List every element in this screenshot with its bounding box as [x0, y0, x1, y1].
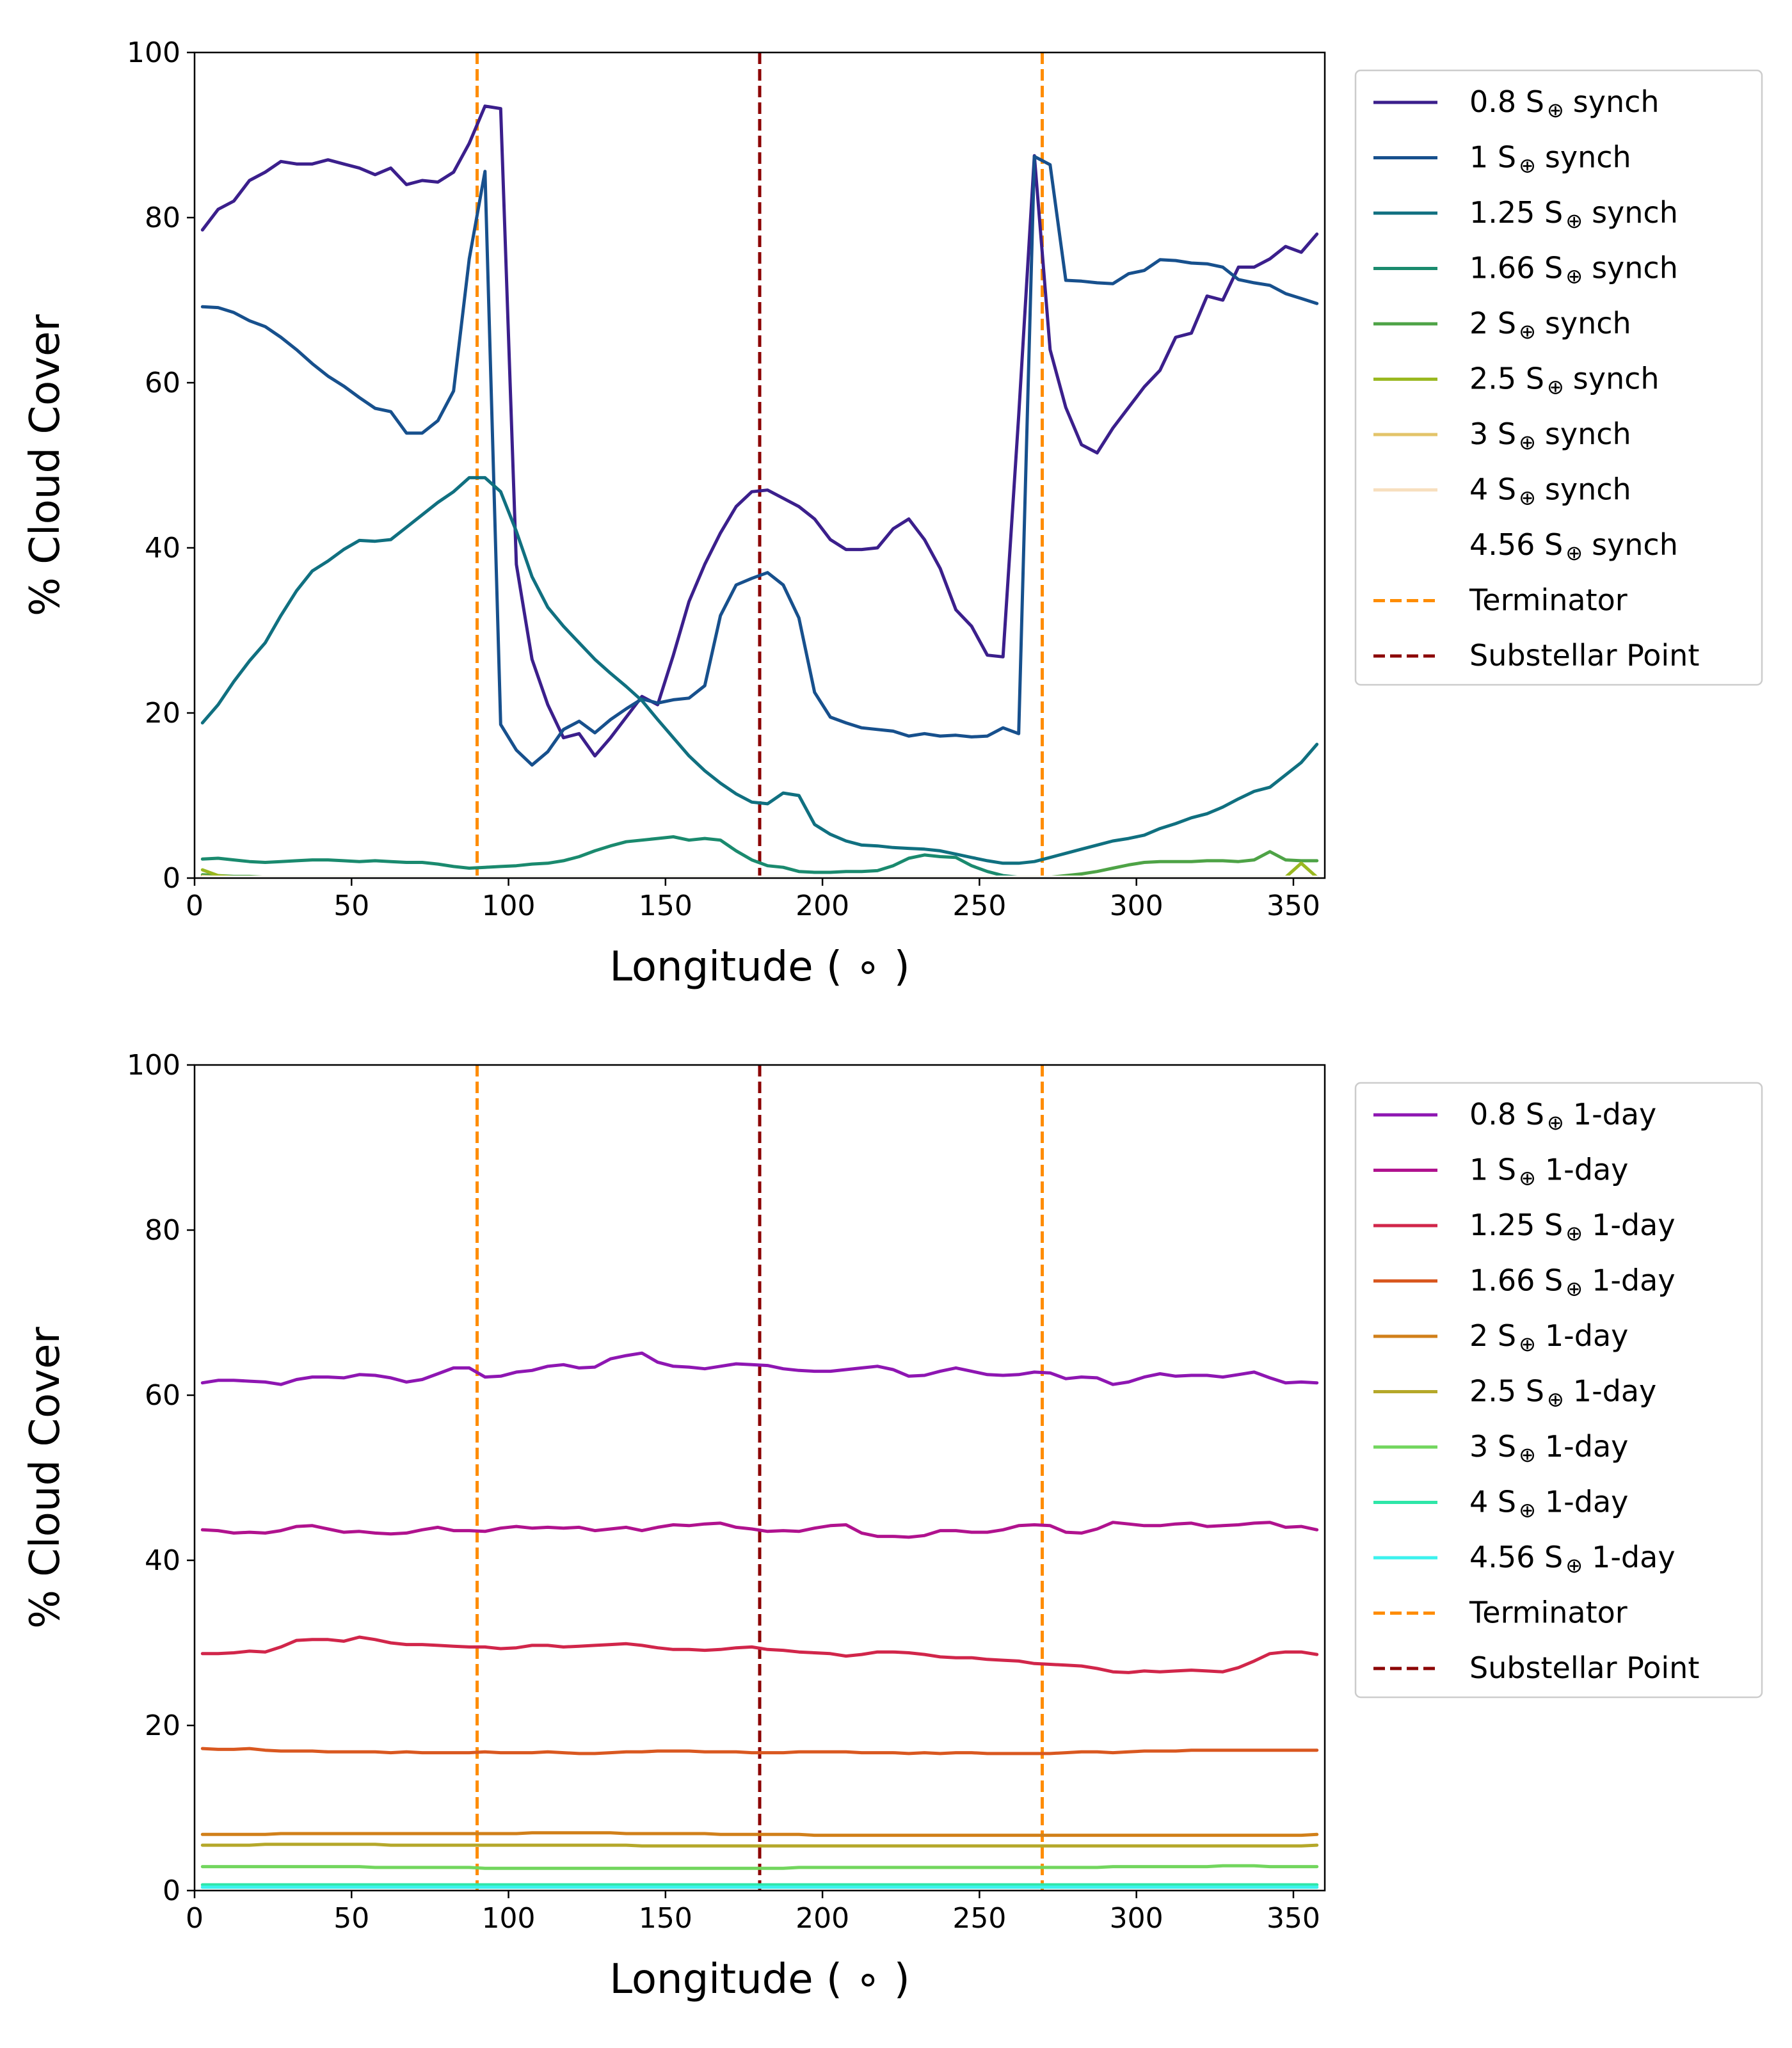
legend-label: 4.56 S ⊕ 1-day [1469, 1540, 1676, 1578]
plot-area [200, 1065, 1319, 1891]
legend-label: 3 S ⊕ synch [1469, 417, 1631, 454]
x-tick-label: 100 [482, 890, 536, 922]
legend-box [1354, 1082, 1763, 1699]
legend-label: 4 S ⊕ synch [1469, 472, 1631, 510]
y-tick-label: 100 [127, 1049, 180, 1082]
axes-frame [193, 51, 1326, 879]
x-tick-label: 150 [639, 890, 692, 922]
axes-frame [193, 1064, 1326, 1892]
legend-box [1354, 69, 1763, 686]
x-tick-label: 150 [639, 1902, 692, 1935]
legend: 0.8 S ⊕ synch 1 S ⊕ synch 1.25 S ⊕ synch 1.66 S ⊕ s… [1354, 69, 1763, 686]
legend: 0.8 S ⊕ 1-day 1 S ⊕ 1-day 1.25 S ⊕ 1-day 1.66 S ⊕ 1… [1354, 1082, 1763, 1699]
x-tick-label: 300 [1110, 890, 1164, 922]
x-tick-label: 250 [952, 890, 1006, 922]
legend-label: Terminator [1469, 1596, 1628, 1630]
x-axis-label: Longitude ( ∘ ) [609, 943, 909, 991]
y-tick-label: 40 [145, 1544, 180, 1577]
series-line-1-synch [200, 155, 1319, 767]
legend-label: Substellar Point [1469, 1651, 1699, 1685]
x-tick-label: 300 [1110, 1902, 1164, 1935]
y-axis-label: % Cloud Cover [22, 1326, 69, 1628]
x-tick-label: 50 [333, 890, 369, 922]
series-line-3-1-day [200, 1864, 1319, 1870]
x-tick-label: 250 [952, 1902, 1006, 1935]
x-tick-label: 50 [333, 1902, 369, 1935]
legend-label: 3 S ⊕ 1-day [1469, 1429, 1628, 1467]
x-tick-label: 200 [796, 890, 849, 922]
y-axis-label: % Cloud Cover [22, 314, 69, 616]
legend-label: 1 S ⊕ 1-day [1469, 1153, 1628, 1190]
x-tick-label: 100 [482, 1902, 536, 1935]
series-line-2_5-1-day [200, 1843, 1319, 1848]
series-line-1_25-synch [200, 476, 1319, 865]
legend-label: 2.5 S ⊕ 1-day [1469, 1374, 1656, 1412]
x-tick-label: 0 [186, 1902, 204, 1935]
series-line-2-1-day [200, 1831, 1319, 1837]
legend-label: 2 S ⊕ synch [1469, 306, 1631, 344]
plot-area [200, 52, 1319, 878]
legend-label: Substellar Point [1469, 638, 1699, 673]
legend-label: 1.66 S ⊕ synch [1469, 251, 1678, 289]
series-line-1-1-day [200, 1521, 1319, 1539]
x-tick-label: 350 [1267, 890, 1320, 922]
legend-label: 2.5 S ⊕ synch [1469, 362, 1660, 399]
series-line-0_8-1-day [200, 1351, 1319, 1386]
y-tick-label: 20 [145, 697, 180, 730]
y-tick-label: 60 [145, 1379, 180, 1412]
legend-label: 4.56 S ⊕ synch [1469, 527, 1678, 565]
legend-label: 0.8 S ⊕ synch [1469, 84, 1660, 122]
legend-label: 4 S ⊕ 1-day [1469, 1485, 1628, 1523]
y-tick-label: 40 [145, 532, 180, 564]
legend-label: 0.8 S ⊕ 1-day [1469, 1097, 1656, 1135]
x-tick-label: 0 [186, 890, 204, 922]
y-tick-label: 80 [145, 202, 180, 234]
legend-label: 1 S ⊕ synch [1469, 140, 1631, 178]
series-line-1_25-1-day [200, 1635, 1319, 1674]
y-tick-label: 20 [145, 1709, 180, 1742]
legend-label: 2 S ⊕ 1-day [1469, 1318, 1628, 1356]
y-tick-label: 60 [145, 367, 180, 399]
x-tick-label: 350 [1267, 1902, 1320, 1935]
x-axis-label: Longitude ( ∘ ) [609, 1956, 909, 2003]
series-line-0_8-synch [200, 104, 1319, 758]
x-tick-label: 200 [796, 1902, 849, 1935]
bottom-panel: 0 50 100 150 200 250 300 350 0 20 40 60 80 100 Longitu… [22, 1049, 1763, 2003]
legend-label: 1.25 S ⊕ 1-day [1469, 1208, 1676, 1245]
legend-label: 1.66 S ⊕ 1-day [1469, 1263, 1676, 1301]
y-tick-label: 0 [163, 862, 180, 895]
y-tick-label: 100 [127, 36, 180, 69]
y-tick-label: 80 [145, 1214, 180, 1247]
series-line-1_66-1-day [200, 1747, 1319, 1756]
legend-label: 1.25 S ⊕ synch [1469, 195, 1678, 233]
y-tick-label: 0 [163, 1875, 180, 1907]
top-panel: 0 50 100 150 200 250 300 350 0 20 40 60 80 100 Longitu… [22, 36, 1763, 991]
legend-label: Terminator [1469, 583, 1628, 618]
